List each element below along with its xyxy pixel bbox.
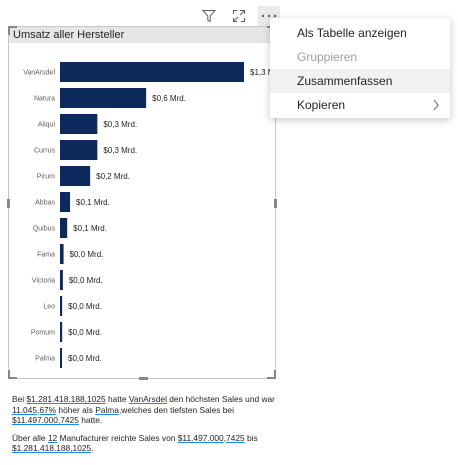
data-label: $0,0 Mrd. [68,328,102,337]
narrative-paragraph-1: Bei $1.281.418.188,1025 hatte VanArsdel … [12,394,276,426]
data-label: $0,6 Mrd. [152,94,186,103]
resize-handle-left[interactable] [7,199,10,208]
category-label: Pirum [37,174,55,181]
category-label: Abbas [35,200,55,207]
category-label: Natura [34,96,55,103]
narrative-text: Bei [12,394,27,404]
narrative-value: $1.281.418.188,1025 [26,394,106,404]
category-label: Aliqui [38,122,56,129]
narrative-value: Palma [95,404,119,415]
category-label: Leo [43,304,55,311]
bar[interactable] [60,88,147,108]
category-label: Fama [37,252,55,259]
narrative-text: bis [244,432,258,443]
narrative-text: ,welches den tiefsten Sales bei [118,404,234,415]
data-label: $0,3 Mrd. [103,120,137,129]
data-label: $0,1 Mrd. [76,198,110,207]
narrative-text: höher als [56,404,96,415]
narrative-value: 11.045,67% [12,404,57,415]
menu-item-copy[interactable]: Kopieren [270,93,450,117]
category-label: Victoria [32,278,55,285]
bar[interactable] [60,322,63,342]
narrative-value: VanArsdel [128,394,167,404]
data-label: $0,3 Mrd. [103,146,137,155]
menu-item-show-as-table[interactable]: Als Tabelle anzeigen [270,21,450,45]
bar[interactable] [60,296,63,316]
bar[interactable] [60,270,63,290]
chevron-right-icon [432,93,440,125]
bar-chart-visual[interactable]: Umsatz aller Hersteller VanArsdel $1,3 Mr… [7,26,277,380]
menu-item-group: Gruppieren [270,45,450,69]
menu-item-label: Zusammenfassen [297,74,393,88]
menu-item-label: Kopieren [297,98,346,112]
category-label: VanArsdel [23,70,55,77]
resize-corner-tl[interactable] [8,26,17,35]
resize-corner-br[interactable] [267,370,276,379]
category-label: Palma [35,356,55,363]
narrative-text: hatte [105,394,129,404]
data-label: $0,0 Mrd. [68,354,102,363]
visual-header [198,6,280,26]
bar-chart: VanArsdel $1,3 Mrd. Natura $0,6 Mrd. Aliqui $… [23,62,277,368]
bar[interactable] [60,114,98,134]
bar[interactable] [60,192,71,212]
data-label: $0,0 Mrd. [69,276,103,285]
narrative-text: hatte. [78,415,103,425]
menu-item-label: Als Tabelle anzeigen [297,26,407,40]
bar[interactable] [60,166,91,186]
narrative-text: Über alle [12,432,48,443]
narrative-value: $11.497.000,7425 [177,432,245,443]
narrative-text: Manufacturer reichte Sales von [57,432,178,443]
narrative-value: $1.281.418.188,1025 [12,443,92,453]
data-label: $0,2 Mrd. [96,172,130,181]
bar[interactable] [60,348,62,368]
data-label: $0,1 Mrd. [73,224,107,233]
data-label: $1,3 Mrd. [250,68,277,77]
bar[interactable] [60,62,244,82]
context-menu: Als Tabelle anzeigen Gruppieren Zusammen… [270,18,450,118]
data-label: $0,0 Mrd. [70,250,104,259]
category-label: Quibus [33,226,56,233]
resize-handle-right[interactable] [274,199,277,208]
menu-item-summarize[interactable]: Zusammenfassen [270,69,450,93]
narrative-value: $11.497.000,7425 [12,415,79,425]
narrative-value: 12 [47,432,58,443]
narrative-text: den höchsten Sales und war [166,394,275,404]
bar[interactable] [60,244,64,264]
category-label: Pomum [31,330,55,337]
visual-title: Umsatz aller Hersteller [9,27,275,43]
narrative-text: . [91,443,94,453]
data-label: $0,0 Mrd. [68,302,102,311]
resize-corner-bl[interactable] [8,370,17,379]
category-label: Currus [34,148,56,155]
bar[interactable] [60,140,98,160]
resize-handle-bottom[interactable] [139,377,148,380]
bar[interactable] [60,218,68,238]
smart-narrative[interactable]: Bei $1.281.418.188,1025 hatte VanArsdel … [12,394,276,461]
narrative-paragraph-2: Über alle 12 Manufacturer reichte Sales … [12,433,276,454]
filter-icon[interactable] [198,6,220,26]
menu-item-label: Gruppieren [297,50,358,64]
focus-mode-icon[interactable] [228,6,250,26]
